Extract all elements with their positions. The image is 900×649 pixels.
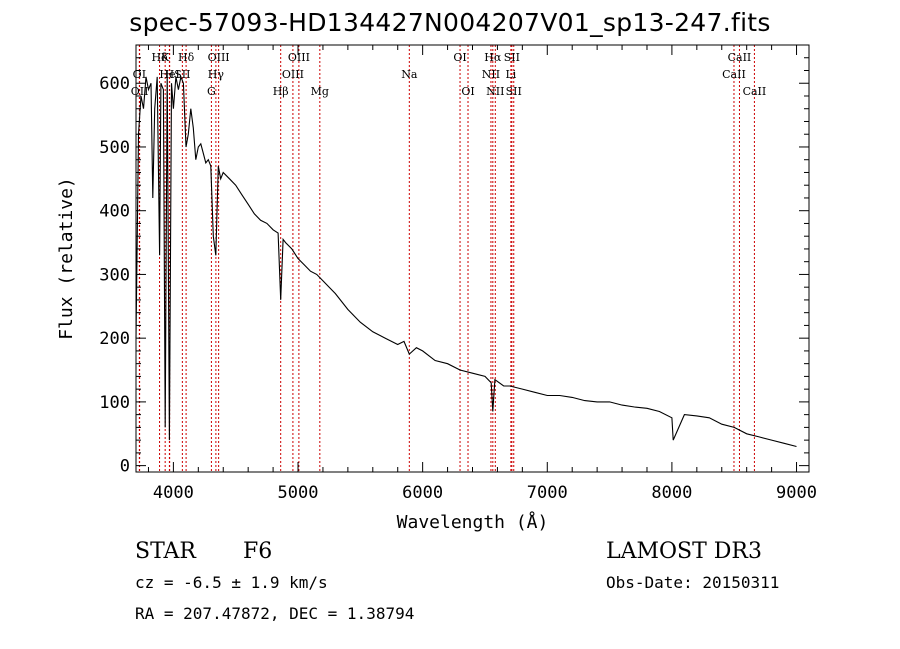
redshift-line: cz = -6.5 ± 1.9 km/s (135, 573, 328, 592)
y-tick-label-3: 300 (99, 265, 130, 285)
survey-name: LAMOST DR3 (606, 539, 762, 564)
line-markers (138, 45, 755, 472)
marker-label-15: Na (401, 68, 418, 81)
marker-label-23: SII (506, 85, 522, 98)
marker-label-7: Hδ (178, 51, 195, 64)
marker-label-26: CaII (743, 85, 767, 98)
x-axis: 4000 5000 6000 7000 8000 9000 (147, 45, 817, 503)
marker-label-4: H (165, 68, 175, 81)
x-axis-label: Wavelength (Å) (397, 511, 549, 533)
marker-label-1: OI (133, 68, 146, 81)
flux-line (135, 70, 797, 448)
y-tick-label-2: 200 (99, 329, 130, 349)
x-tick-label-0: 4000 (153, 483, 194, 503)
y-tick-label-6: 600 (99, 74, 130, 94)
marker-label-25: CaII (728, 51, 752, 64)
y-tick-label-4: 400 (99, 202, 130, 222)
plot-frame (135, 44, 810, 473)
y-axis: 0 100 200 300 400 500 600 (99, 57, 809, 477)
object-subclass: F6 (243, 539, 273, 564)
chart-title: spec-57093-HD134427N004207V01_sp13-247.f… (129, 8, 771, 37)
marker-label-8: OIII (208, 51, 230, 64)
marker-label-19: NII (482, 68, 500, 81)
x-tick-label-4: 8000 (651, 483, 692, 503)
y-axis-label: Flux (relative) (56, 177, 77, 340)
y-tick-label-1: 100 (99, 393, 130, 413)
marker-label-21: SII (504, 51, 520, 64)
marker-label-2: OII (131, 85, 149, 98)
x-tick-label-3: 7000 (527, 483, 568, 503)
marker-label-24: CaII (722, 68, 746, 81)
observation-date: Obs-Date: 20150311 (606, 573, 780, 592)
coordinates-line: RA = 207.47872, DEC = 1.38794 (135, 604, 415, 623)
marker-label-0: Hδ (151, 51, 168, 64)
y-tick-label-0: 0 (120, 457, 130, 477)
x-tick-label-2: 6000 (402, 483, 443, 503)
marker-label-16: OI (453, 51, 466, 64)
marker-label-12: OIII (282, 68, 304, 81)
marker-label-17: OI (461, 85, 474, 98)
marker-label-3: K (161, 51, 170, 64)
marker-label-20: NII (486, 85, 504, 98)
x-tick-label-5: 9000 (776, 483, 817, 503)
marker-label-11: Hβ (273, 85, 289, 98)
marker-label-9: Hγ (208, 68, 225, 81)
y-tick-label-5: 500 (99, 138, 130, 158)
marker-label-18: Hα (484, 51, 502, 64)
x-tick-label-1: 5000 (278, 483, 319, 503)
marker-label-14: Mg (311, 85, 329, 98)
marker-label-5: HeI (159, 68, 179, 81)
marker-label-22: Li (505, 68, 516, 81)
marker-label-6: SII (174, 68, 190, 81)
flux-series (135, 70, 797, 448)
marker-label-10: G (207, 85, 216, 98)
object-class: STAR (135, 539, 196, 564)
marker-label-13: OIII (288, 51, 310, 64)
